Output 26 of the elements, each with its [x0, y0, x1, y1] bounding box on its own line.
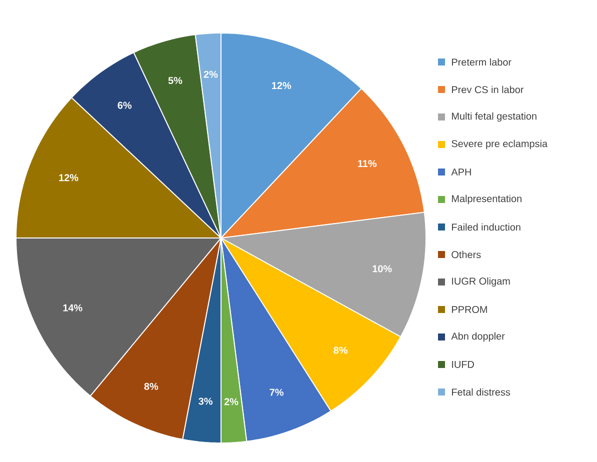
- data-label: 6%: [118, 102, 132, 109]
- data-label: 11%: [358, 160, 377, 168]
- legend-label: Failed induction: [452, 223, 520, 231]
- data-label: 5%: [168, 76, 182, 84]
- legend-label: Severe pre eclampsia: [452, 140, 548, 150]
- legend-label: Preterm labor: [452, 58, 512, 66]
- data-label: 10%: [372, 265, 392, 272]
- legend-label: IUFD: [452, 361, 474, 368]
- legend-label: APH: [451, 168, 471, 176]
- legend-label: Fetal distress: [452, 388, 510, 396]
- data-label: 8%: [334, 346, 348, 354]
- data-label: 2%: [224, 398, 238, 406]
- legend-label: Others: [452, 250, 481, 258]
- data-label: 14%: [63, 304, 82, 312]
- legend-label: Multi fetal gestation: [452, 112, 536, 122]
- data-label: 8%: [144, 382, 158, 390]
- data-label: 7%: [270, 388, 284, 396]
- data-label: 3%: [198, 398, 213, 405]
- legend-label: Abn doppler: [451, 332, 505, 342]
- legend-label: Prev CS in labor: [452, 86, 524, 94]
- legend-label: IUGR Oligam: [452, 277, 510, 287]
- data-label: 2%: [204, 70, 218, 78]
- data-label: 12%: [272, 82, 292, 90]
- data-label: 12%: [59, 174, 78, 182]
- legend-label: PPROM: [452, 306, 487, 314]
- legend-label: Malpresentation: [452, 194, 522, 204]
